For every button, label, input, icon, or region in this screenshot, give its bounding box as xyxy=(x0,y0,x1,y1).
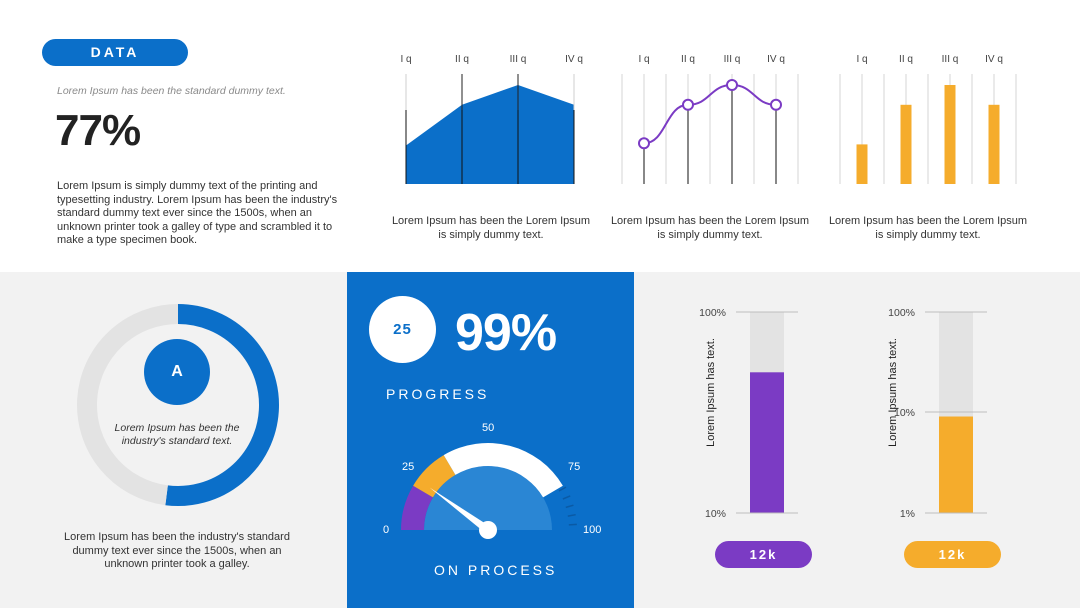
line-tick-label: IV q xyxy=(767,54,785,65)
thermometer-tick-label: 10% xyxy=(894,407,915,419)
gauge-needle xyxy=(429,487,491,534)
thermometer-tick-label: 1% xyxy=(900,508,915,520)
right-thermometer-pill: 12k xyxy=(904,541,1001,568)
gauge-minor-tick xyxy=(558,486,567,492)
top-charts: I q II q III q IV q I q II q III q IV q I q II … xyxy=(400,54,1017,184)
area-tick-label: II q xyxy=(455,54,469,65)
progress-label: PROGRESS xyxy=(386,386,490,402)
bar-mark xyxy=(900,104,912,184)
thermometer-axis-label: Lorem Ipsum has text. xyxy=(887,338,899,447)
thermometer-fill xyxy=(939,416,973,513)
area-chart: I q II q III q IV q xyxy=(400,54,583,184)
thermometer-fill xyxy=(750,372,784,513)
line-tick-label: II q xyxy=(681,54,695,65)
gauge-minor-tick xyxy=(567,513,576,517)
line-chart-caption: Lorem Ipsum has been the Lorem Ipsum is … xyxy=(610,215,810,241)
area-series xyxy=(406,85,574,184)
intro-paragraph: Lorem Ipsum is simply dummy text of the … xyxy=(57,180,338,247)
on-process-label: ON PROCESS xyxy=(434,562,558,578)
area-tick-label: IV q xyxy=(565,54,583,65)
line-point xyxy=(638,137,650,150)
data-pill: DATA xyxy=(42,39,188,66)
gauge-minor-tick xyxy=(565,504,574,509)
gauge-segment xyxy=(413,455,456,498)
donut-slice xyxy=(77,304,179,506)
gauge-tick-100: 100 xyxy=(583,524,602,536)
thermometer-tick-label: 100% xyxy=(699,307,726,319)
gauge-tick-75: 75 xyxy=(568,461,581,473)
bar-mark xyxy=(944,85,956,184)
gauge-tick-25: 25 xyxy=(402,461,415,473)
bar-tick-label: I q xyxy=(856,54,867,65)
area-tick-label: III q xyxy=(510,54,527,65)
donut-text: Lorem Ipsum has been the industry's stan… xyxy=(114,422,240,447)
thermometer-axis-label: Lorem Ipsum has text. xyxy=(705,338,717,447)
bar-tick-label: II q xyxy=(899,54,913,65)
gauge-segment xyxy=(401,485,433,530)
gauge-tick-50: 50 xyxy=(482,422,495,434)
line-series xyxy=(643,83,777,145)
subtitle: Lorem Ipsum has been the standard dummy … xyxy=(57,85,286,97)
line-tick-label: I q xyxy=(638,54,649,65)
progress-percent: 99% xyxy=(455,304,557,362)
bar-chart-caption: Lorem Ipsum has been the Lorem Ipsum is … xyxy=(828,215,1028,241)
gauge-chart xyxy=(401,443,577,539)
line-point xyxy=(682,98,694,111)
line-point xyxy=(770,98,782,111)
donut-slice xyxy=(165,304,279,506)
gauge-minor-tick xyxy=(568,523,577,526)
line-point xyxy=(726,79,738,91)
progress-badge: 25 xyxy=(369,296,436,363)
left-thermometer-pill: 12k xyxy=(715,541,812,568)
donut-description: Lorem Ipsum has been the industry's stan… xyxy=(64,531,290,571)
big-percent: 77% xyxy=(55,106,141,155)
thermometer-tick-label: 10% xyxy=(705,508,726,520)
gauge-face xyxy=(424,466,552,530)
thermometer-tick-label: 100% xyxy=(888,307,915,319)
donut-center-badge: A xyxy=(144,339,210,405)
gauge-tick-0: 0 xyxy=(383,524,390,536)
gauge-minor-tick xyxy=(562,495,571,500)
area-chart-caption: Lorem Ipsum has been the Lorem Ipsum is … xyxy=(391,215,591,241)
area-tick-label: I q xyxy=(400,54,411,65)
line-chart: I q II q III q IV q xyxy=(621,54,799,184)
donut-chart xyxy=(77,304,279,506)
bar-mark xyxy=(856,144,868,184)
thermometer-charts: 100%10%Lorem Ipsum has text.100%10%1%Lor… xyxy=(699,307,987,520)
gauge-hub xyxy=(479,521,497,539)
bar-mark xyxy=(988,104,1000,184)
bar-tick-label: III q xyxy=(942,54,959,65)
line-tick-label: III q xyxy=(724,54,741,65)
gauge-segment xyxy=(443,443,563,498)
bar-tick-label: IV q xyxy=(985,54,1003,65)
bar-chart: I q II q III q IV q xyxy=(839,54,1017,184)
